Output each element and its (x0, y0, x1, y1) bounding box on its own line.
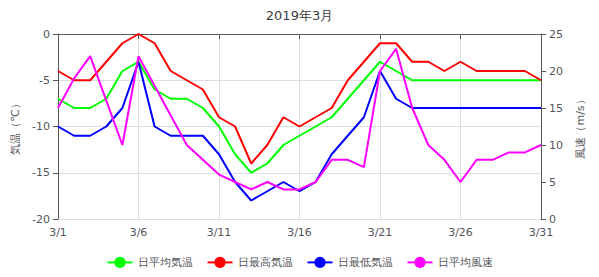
svg-text:風速（m/s）: 風速（m/s） (574, 94, 587, 158)
svg-text:-10: -10 (32, 120, 50, 133)
svg-text:-15: -15 (32, 166, 50, 179)
svg-text:-20: -20 (32, 213, 50, 226)
svg-text:日平均風速: 日平均風速 (438, 256, 493, 269)
svg-text:-5: -5 (39, 74, 50, 87)
svg-text:0: 0 (43, 28, 50, 41)
svg-text:3/1: 3/1 (49, 226, 67, 239)
svg-text:3/11: 3/11 (207, 226, 232, 239)
svg-text:日平均気温: 日平均気温 (138, 256, 193, 269)
svg-text:日最低気温: 日最低気温 (338, 256, 393, 269)
svg-text:3/31: 3/31 (529, 226, 554, 239)
svg-text:0: 0 (549, 213, 556, 226)
svg-text:3/21: 3/21 (368, 226, 393, 239)
svg-text:2019年3月: 2019年3月 (266, 8, 333, 23)
svg-text:3/26: 3/26 (448, 226, 473, 239)
svg-text:15: 15 (549, 102, 563, 115)
svg-text:気温（℃）: 気温（℃） (9, 98, 22, 154)
svg-text:25: 25 (549, 28, 563, 41)
svg-text:20: 20 (549, 65, 563, 78)
svg-text:3/6: 3/6 (130, 226, 148, 239)
svg-text:日最高気温: 日最高気温 (238, 256, 293, 269)
svg-text:3/16: 3/16 (287, 226, 312, 239)
svg-text:10: 10 (549, 139, 563, 152)
svg-text:5: 5 (549, 176, 556, 189)
